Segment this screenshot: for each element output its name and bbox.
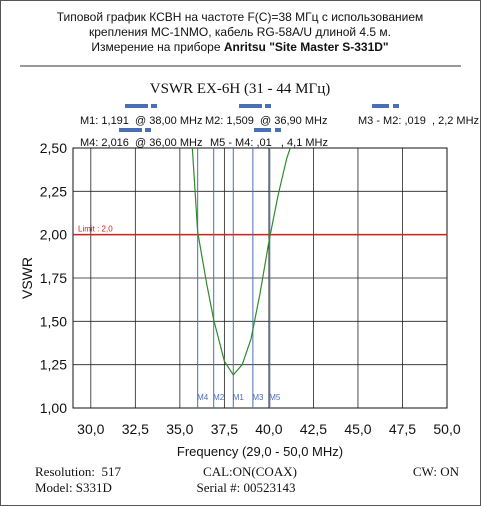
footer-text: Resolution: 517 — [35, 464, 121, 479]
header-bold: Anritsu "Site Master S-331D" — [224, 40, 389, 54]
header-line: Типовой график КСВН на частоте F(C)=38 М… — [57, 10, 424, 24]
plot-border — [72, 147, 448, 409]
readout: M4: 2,016 @ 36,00 MHz — [80, 137, 202, 149]
series-line — [191, 147, 291, 376]
readout: M1: 1,191 @ 38,00 MHz — [80, 115, 202, 127]
y-tick-label: 2,50 — [40, 140, 67, 156]
marker-icons — [119, 104, 399, 132]
marker-label: M2 — [213, 393, 225, 402]
readout: M3 - M2: ,019 , 2,2 MHz — [358, 115, 479, 127]
y-tick-label: 1,50 — [40, 313, 67, 329]
readout: M5 - M4: ,01 , 4,1 MHz — [210, 137, 328, 149]
y-tick-label: 1,25 — [40, 357, 67, 373]
y-tick-label: 1,00 — [40, 400, 67, 416]
plot: 1,00 1,25 1,50 1,75 2,00 2,25 2,50 30,0 32,5 35,0… — [40, 140, 461, 437]
marker-label: M5 — [269, 393, 281, 402]
header-line: крепления MC-1NMO, кабель RG-58A/U длино… — [89, 25, 391, 39]
header-text: Измерение на приборе — [91, 40, 223, 54]
marker-label: M4 — [197, 393, 209, 402]
readout: M2: 1,509 @ 36,90 MHz — [205, 115, 327, 127]
x-tick-label: 42,5 — [300, 421, 327, 437]
marker-label: M1 — [233, 393, 245, 402]
x-tick-label: 45,0 — [344, 421, 371, 437]
y-tick-label: 1,75 — [40, 270, 67, 286]
marker-label: M3 — [252, 393, 264, 402]
y-tick-label: 2,25 — [40, 183, 67, 199]
x-tick-label: 37,5 — [211, 421, 238, 437]
chart-title: VSWR EX-6H (31 - 44 МГц) — [150, 81, 330, 97]
x-tick-label: 47,5 — [389, 421, 416, 437]
x-tick-label: 32,5 — [122, 421, 149, 437]
x-axis-label: Frequency (29,0 - 50,0 MHz) — [177, 444, 343, 459]
x-tick-label: 30,0 — [77, 421, 104, 437]
x-tick-label: 35,0 — [166, 421, 193, 437]
y-axis-label: VSWR — [19, 257, 35, 299]
header-line: Измерение на приборе Anritsu "Site Maste… — [91, 40, 388, 54]
x-tick-label: 50,0 — [433, 421, 460, 437]
footer-text: Serial #: 00523143 — [197, 480, 296, 495]
limit-label: Limit : 2,0 — [78, 225, 113, 234]
x-tick-label: 40,0 — [255, 421, 282, 437]
footer-text: CAL:ON(COAX) — [203, 464, 297, 479]
footer-text: CW: ON — [413, 464, 460, 479]
footer-text: Model: S331D — [35, 480, 112, 495]
y-tick-label: 2,00 — [40, 227, 67, 243]
